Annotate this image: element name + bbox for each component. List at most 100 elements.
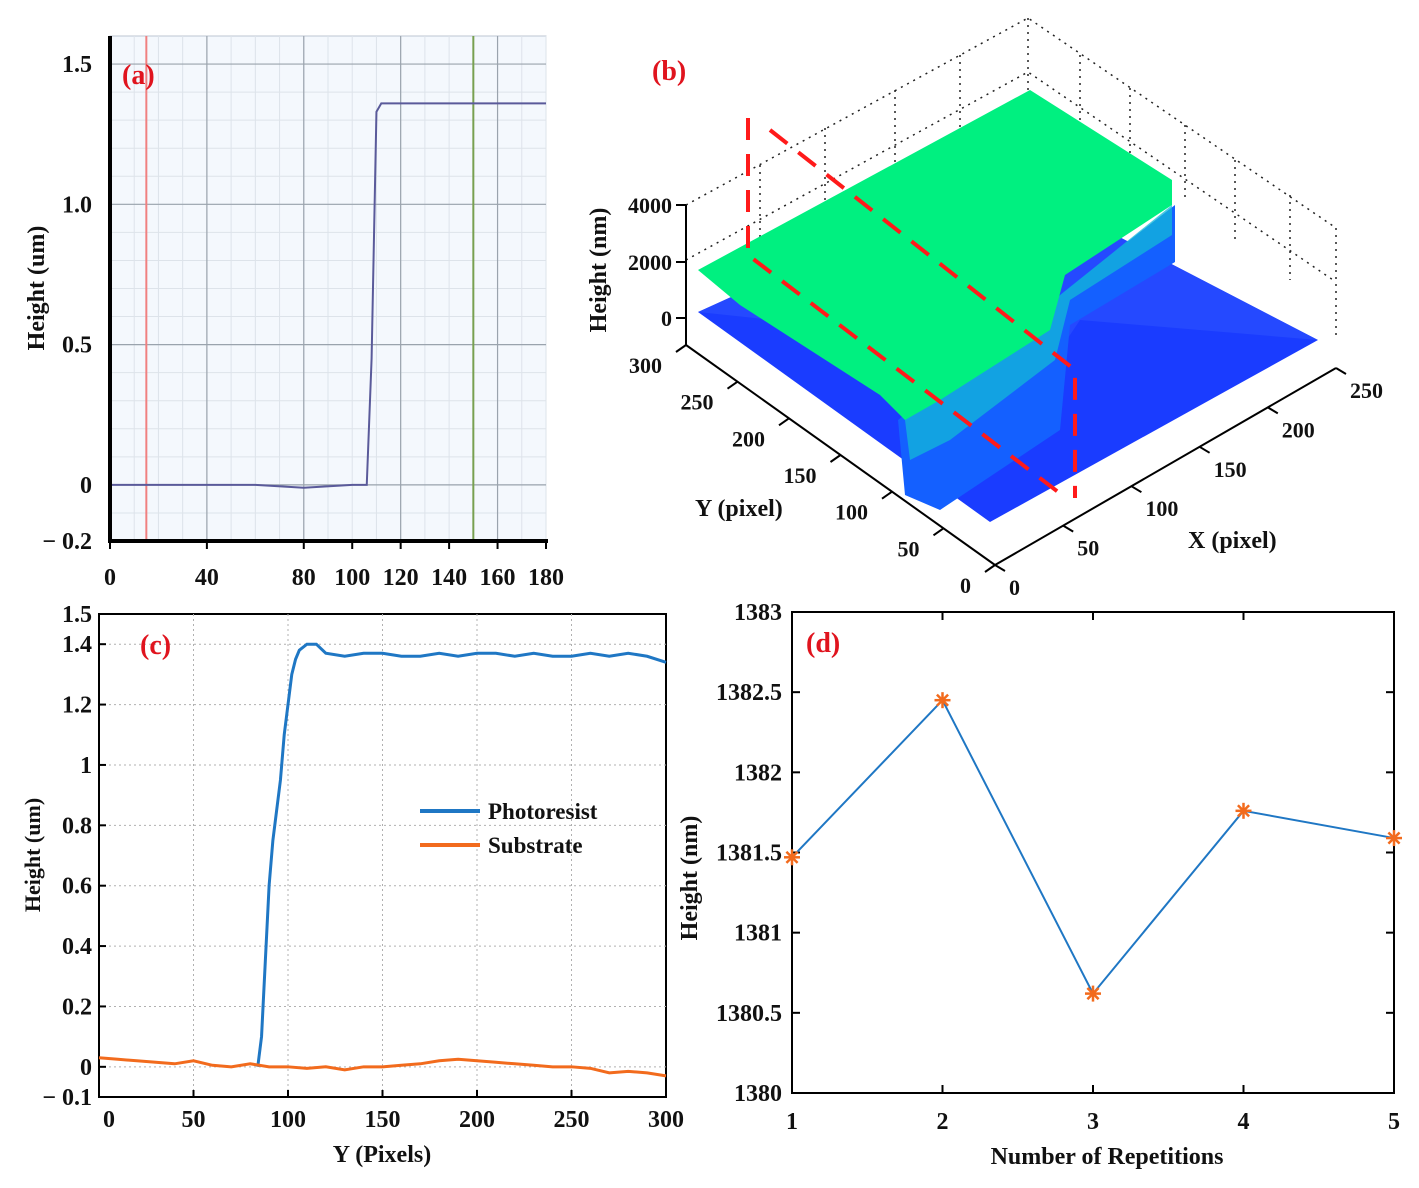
panel-b-cut-lines [746, 118, 1077, 500]
panel-b-y-tick-label: 0 [960, 573, 971, 598]
panel-b-x-tick-mark [1335, 367, 1347, 375]
panel-b-y-tick-mark [829, 454, 842, 463]
panel-a-x-tick-label: 180 [528, 565, 564, 591]
panel-b-label: (b) [652, 56, 686, 87]
panel-c-y-tick-label: 1.5 [62, 602, 92, 628]
panel-b-y-tick-label: 50 [898, 536, 920, 561]
panel-a-y-tick-label: 1.0 [62, 192, 92, 218]
panel-c-series-substrate [98, 1056, 667, 1078]
panel-c-y-tick-label: 0.6 [62, 874, 92, 900]
panel-d-marker [1386, 830, 1402, 847]
panel-b-z-tick-label: 0 [661, 306, 672, 331]
panel-a-x-tick-label: 160 [480, 565, 516, 591]
panel-d-y-tick-label: 1381 [734, 921, 782, 947]
panel-c: 0 50 100 150 200 250 300 1.5 1.4 1.2 1 0.8 0.6 0.4 0.2… [20, 602, 684, 1168]
legend-photoresist-label: Photoresist [488, 799, 598, 824]
panel-c-lines [98, 642, 667, 1078]
panel-b-y-tick-label: 250 [681, 390, 714, 415]
panel-b-x-tick-mark [994, 564, 1006, 572]
panel-d-marker [784, 849, 800, 866]
panel-b-x-tick-label: 200 [1282, 417, 1315, 442]
panel-d-marker [1085, 985, 1101, 1002]
panel-b-y-tick-mark [881, 490, 893, 500]
panel-c-y-tick-label: 0.2 [62, 994, 92, 1020]
panel-c-y-tick-label: − 0.1 [42, 1085, 92, 1111]
panel-d-xlabel: Number of Repetitions [991, 1144, 1224, 1170]
panel-d-x-tick-label: 3 [1087, 1109, 1099, 1135]
panel-d: 1 2 3 4 513831382.513821381.513811380.51380 … [677, 600, 1402, 1170]
panel-a-x-tick-label: 120 [383, 565, 419, 591]
panel-d-x-tick-label: 5 [1388, 1109, 1400, 1135]
panel-c-x-tick-label: 0 [103, 1107, 115, 1133]
panel-d-marker-stroke [936, 693, 949, 707]
panel-c-y-tick-label: 0.8 [62, 813, 92, 839]
panel-a-ylabel: Height (um) [24, 226, 50, 351]
panel-a-ticks: 0 40 80 100 120 140 160 180 1.5 1.0 0.5 0 − 0.2 [42, 52, 564, 591]
panel-d-label: (d) [806, 628, 840, 659]
panel-d-y-tick-label: 1381.5 [716, 841, 782, 867]
panel-d-marker [1235, 802, 1252, 819]
panel-a-y-tick-label: 0 [80, 473, 92, 499]
panel-b-z-tick-label: 2000 [628, 250, 672, 275]
panel-c-x-tick-label: 200 [459, 1107, 495, 1133]
panel-b-y-tick-label: 150 [784, 463, 817, 488]
panel-c-y-tick-label: 1.2 [62, 693, 92, 719]
panel-b-photoresist-surface [698, 90, 1172, 420]
panel-b-ylabel: Y (pixel) [695, 496, 783, 522]
panel-c-x-tick-label: 250 [554, 1107, 590, 1133]
panel-a-x-tick-label: 0 [104, 565, 116, 591]
panel-b-y-tick-label: 300 [629, 353, 662, 378]
panel-a-cursors [145, 36, 475, 541]
panel-d-y-tick-label: 1383 [734, 600, 782, 626]
panel-b-x-tick-label: 50 [1077, 536, 1099, 561]
panel-d-x-tick-label: 4 [1238, 1109, 1250, 1135]
panel-c-y-tick-label: 0.4 [62, 934, 92, 960]
panel-c-x-tick-label: 100 [270, 1107, 306, 1133]
panel-a-label: (a) [122, 60, 155, 91]
panel-d-x-tick-label: 1 [786, 1109, 798, 1135]
panel-a: 0 40 80 100 120 140 160 180 1.5 1.0 0.5 0 − 0.2 Heig… [24, 35, 564, 591]
panel-a-profile-line [110, 102, 546, 489]
panel-d-marker-stroke [1387, 831, 1401, 845]
panel-b-x-tick-mark [1130, 485, 1142, 494]
panel-d-marker [934, 692, 951, 709]
panel-c-x-tick-label: 150 [365, 1107, 401, 1133]
panel-b-zlabel: Height (nm) [586, 208, 612, 333]
panel-b-x-tick-label: 100 [1145, 496, 1178, 521]
panel-d-plot-area [791, 611, 1395, 1094]
panel-d-y-tick-label: 1382 [734, 760, 782, 786]
panel-b: 4000 2000 0 0 50 100 150 200 250 300 0 50 100 150 200 2… [586, 17, 1383, 600]
panel-b-x-tick-label: 250 [1350, 378, 1383, 403]
panel-d-y-tick-label: 1380 [734, 1081, 782, 1107]
panel-b-xlabel: X (pixel) [1188, 528, 1277, 554]
panel-c-legend: Photoresist Substrate [420, 799, 598, 858]
panel-c-y-tick-label: 1.4 [62, 632, 92, 658]
panel-a-x-tick-label: 140 [431, 565, 467, 591]
panel-d-ticks: 1 2 3 4 5 1383 1382.5 1382 1381.5 1381 1380.5 1380 [716, 600, 1400, 1135]
panel-a-y-tick-label: 0.5 [62, 333, 92, 359]
panel-b-x-tick-label: 150 [1214, 457, 1247, 482]
panel-a-x-tick-label: 80 [292, 565, 316, 591]
panel-b-y-tick-mark [726, 380, 739, 390]
panel-b-x-tick-mark [1267, 406, 1279, 415]
panel-c-x-tick-label: 300 [648, 1107, 684, 1133]
panel-b-z-tick-label: 4000 [628, 193, 672, 218]
panel-b-x-tick-label: 0 [1009, 575, 1020, 600]
panel-a-x-tick-label: 40 [195, 565, 219, 591]
panel-b-x-tick-mark [1062, 524, 1074, 533]
panel-d-marker-stroke [1086, 987, 1100, 1001]
panel-d-y-tick-label: 1380.5 [716, 1001, 782, 1027]
panel-d-marker-stroke [1237, 804, 1250, 818]
panel-c-x-tick-label: 50 [182, 1107, 206, 1133]
panel-a-y-tick-label: 1.5 [62, 52, 92, 78]
panel-b-y-tick-label: 100 [835, 500, 868, 525]
panel-a-x-tick-label: 100 [334, 565, 370, 591]
panel-c-y-tick-label: 1 [80, 753, 92, 779]
panel-b-y-tick-mark [984, 564, 996, 573]
panel-b-y-tick-mark [932, 527, 945, 537]
panel-c-label: (c) [140, 630, 171, 661]
panel-d-markers [784, 692, 1402, 1002]
panel-c-y-tick-label: 0 [80, 1055, 92, 1081]
panel-b-x-tick-mark [1199, 445, 1211, 454]
